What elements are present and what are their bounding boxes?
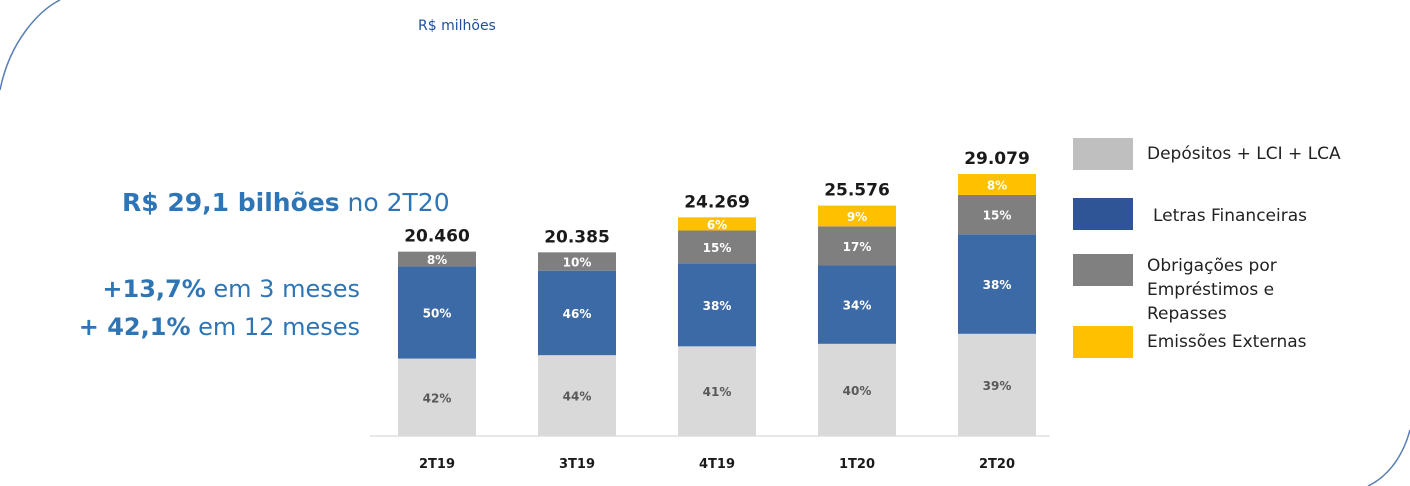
x-tick-label: 3T19: [559, 457, 595, 472]
x-tick-label: 2T20: [979, 457, 1015, 472]
growth-12-months: + 42,1% em 12 meses: [79, 313, 360, 341]
bar-segment-label: 50%: [423, 306, 452, 320]
bar-segment: [818, 226, 896, 266]
bar-segment: [958, 194, 1036, 235]
x-tick-label: 4T19: [699, 457, 735, 472]
bar-segment: [678, 217, 756, 231]
bar-segment-label: 17%: [843, 240, 872, 254]
bar-segment: [538, 355, 616, 436]
bar-segment-label: 15%: [703, 241, 732, 255]
bar-segment-label: 41%: [703, 385, 732, 399]
bar-segment-label: 8%: [987, 178, 1007, 192]
bar-segment: [538, 252, 616, 271]
growth-12-months-value: + 42,1%: [78, 313, 191, 341]
bar-segment-label: 40%: [843, 384, 872, 398]
bar-segment: [538, 270, 616, 356]
stacked-bar-chart: 42% 50% 8% 20.460 2T19 44% 46% 10% 20.385 3T19 41%…: [370, 149, 1050, 472]
bar-segment: [818, 265, 896, 344]
bar-segment: [398, 251, 476, 267]
bar-segment-label: 38%: [703, 299, 732, 313]
bar-segment: [818, 343, 896, 436]
bar-total-label: 29.079: [964, 149, 1030, 169]
bar-segment: [958, 174, 1036, 195]
bar-segment: [398, 266, 476, 359]
bar-segment-label: 9%: [847, 210, 867, 224]
bar-segment-label: 10%: [563, 256, 592, 270]
bar-segment: [818, 205, 896, 227]
legend-swatch-emissoes: [1073, 326, 1133, 358]
bar-segment-label: 38%: [983, 278, 1012, 292]
bar-segment-label: 6%: [707, 218, 727, 232]
bar-segment-label: 39%: [983, 379, 1012, 393]
growth-3-months-label: em 3 meses: [205, 275, 360, 303]
legend-swatch-letras: [1073, 198, 1133, 230]
growth-3-months: +13,7% em 3 meses: [102, 275, 360, 303]
headline: R$ 29,1 bilhões no 2T20: [122, 188, 450, 217]
headline-value: R$ 29,1 bilhões: [122, 188, 340, 217]
bar-segment-label: 8%: [427, 253, 447, 267]
headline-period: no 2T20: [339, 188, 450, 217]
x-tick-label: 2T19: [419, 457, 455, 472]
bar-total-label: 20.385: [544, 227, 610, 247]
legend-swatch-obrigacoes: [1073, 254, 1133, 286]
bar-segment: [958, 333, 1036, 436]
bar-segment-label: 34%: [843, 299, 872, 313]
bar-total-label: 24.269: [684, 192, 750, 212]
legend-swatch-depositos: [1073, 138, 1133, 170]
legend-label-letras: Letras Financeiras: [1153, 206, 1307, 226]
growth-3-months-value: +13,7%: [102, 275, 206, 303]
bar-segment: [678, 346, 756, 436]
growth-12-months-label: em 12 meses: [190, 313, 360, 341]
bar-segment: [678, 263, 756, 347]
bar-segment: [678, 230, 756, 264]
bar-total-label: 20.460: [404, 227, 470, 247]
bar-segment-label: 15%: [983, 209, 1012, 223]
bar-total-label: 25.576: [824, 181, 890, 201]
bar-segment-label: 42%: [423, 391, 452, 405]
legend-label-emissoes: Emissões Externas: [1147, 332, 1307, 352]
unit-label: R$ milhões: [418, 18, 496, 34]
bar-segment: [398, 358, 476, 436]
bar-segment-label: 44%: [563, 390, 592, 404]
legend-label-depositos: Depósitos + LCI + LCA: [1147, 144, 1341, 164]
x-tick-label: 1T20: [839, 457, 875, 472]
bar-segment-label: 46%: [563, 307, 592, 321]
legend-label-obrigacoes: Obrigações por Empréstimos e Repasses: [1147, 256, 1277, 324]
bar-segment: [958, 234, 1036, 334]
